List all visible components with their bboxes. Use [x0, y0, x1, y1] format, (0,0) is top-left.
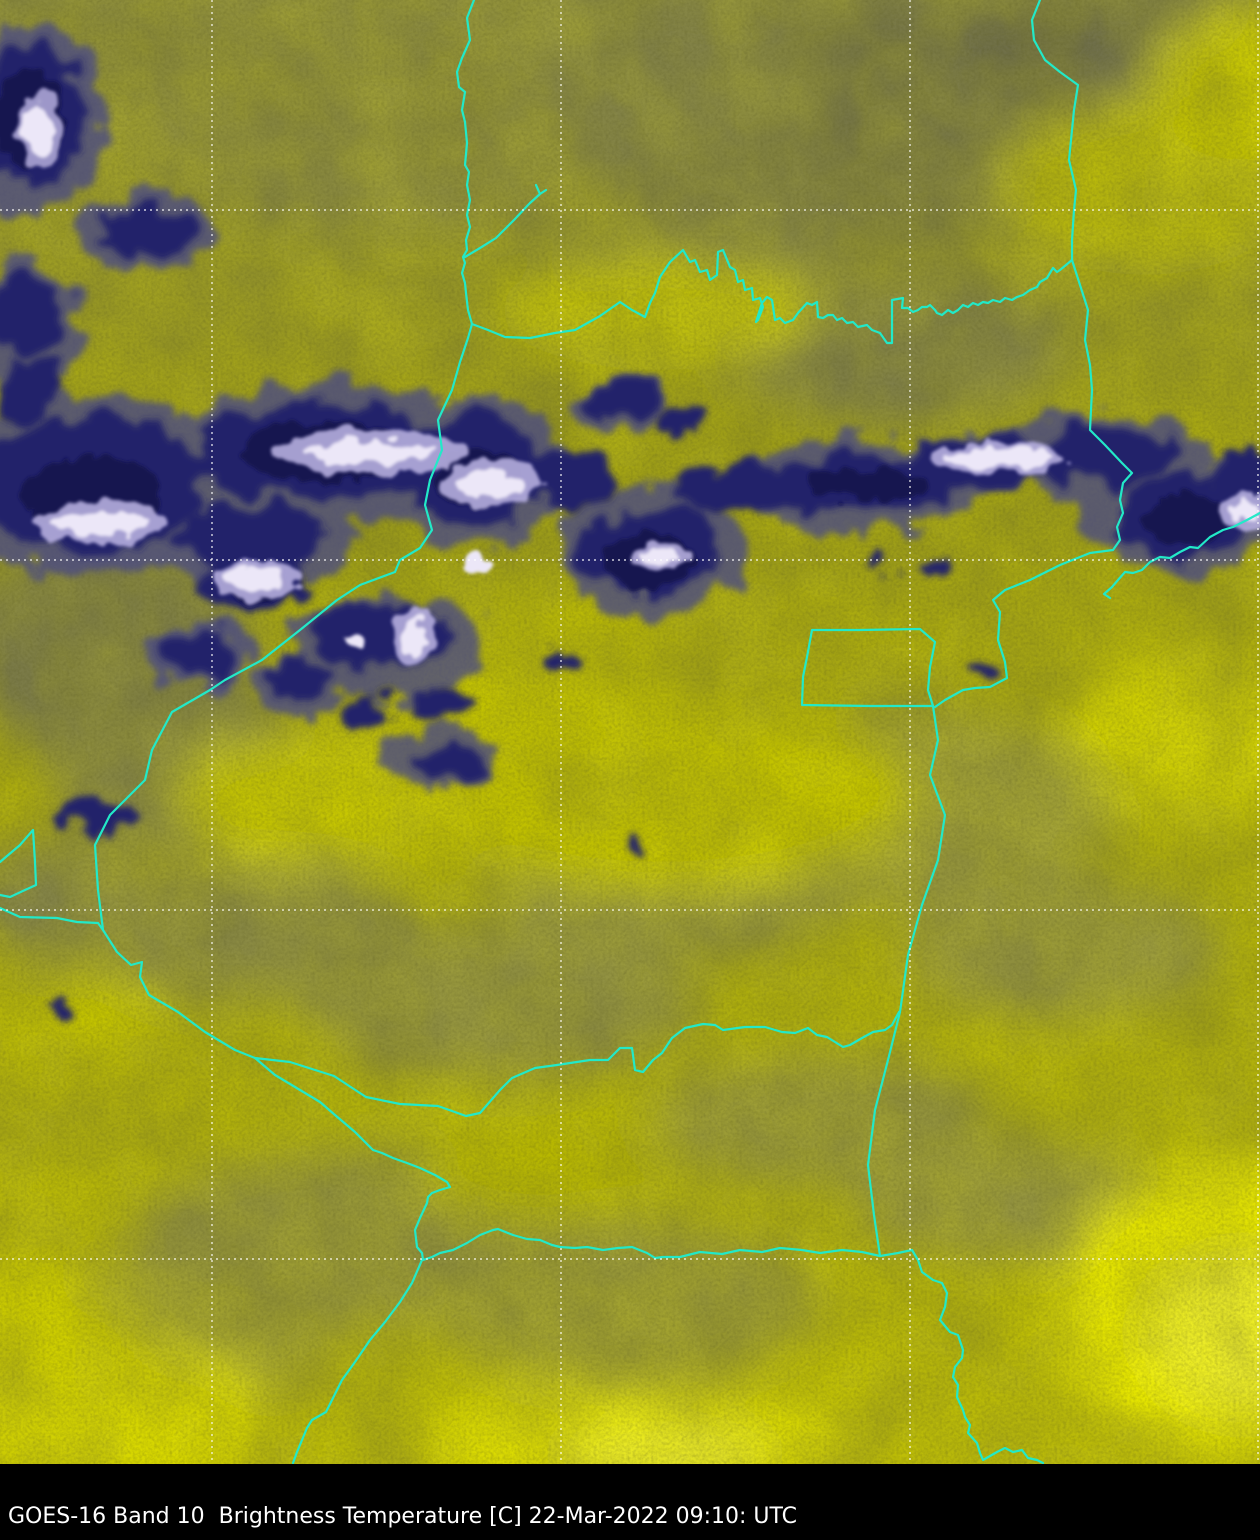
satellite-imagery	[0, 0, 1260, 1464]
main-river-line	[93, 0, 901, 1118]
east-west-border-line	[470, 248, 1074, 345]
caption-bar: GOES-16 Band 10 Brightness Temperature […	[0, 1464, 1260, 1540]
caption-text: GOES-16 Band 10 Brightness Temperature […	[8, 1504, 798, 1529]
district-rectangle-border	[800, 627, 937, 708]
cold-cloud-cores-layer	[18, 88, 1260, 667]
southwest-branch-line	[291, 1258, 424, 1464]
south-river-line	[253, 1056, 882, 1262]
northeast-branch-line	[1102, 511, 1260, 600]
north-south-border-line	[933, 0, 1134, 709]
latlon-gridlines	[0, 0, 1260, 1464]
map-borders-layer	[0, 0, 1260, 1464]
west-loop-line	[0, 828, 105, 932]
river-branch-line	[463, 183, 548, 259]
southeast-border-line	[866, 704, 1045, 1464]
